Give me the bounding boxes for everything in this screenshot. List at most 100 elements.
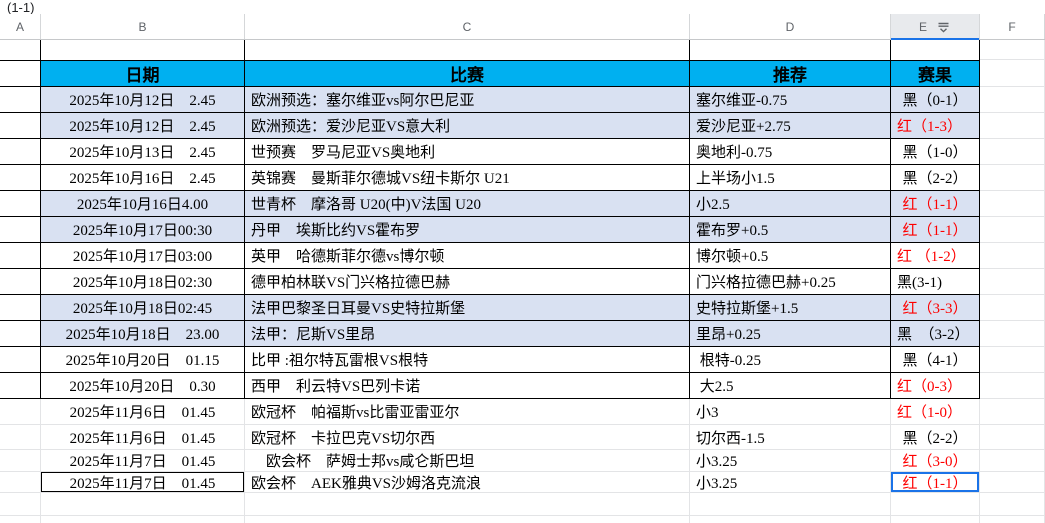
match-cell[interactable]: 欧洲预选：塞尔维亚vs阿尔巴尼亚: [245, 87, 690, 113]
spacer-cell-f[interactable]: [980, 243, 1045, 269]
table-header-result[interactable]: 赛果: [891, 60, 980, 87]
column-header-f[interactable]: F: [980, 14, 1045, 39]
spacer-cell-a[interactable]: [0, 425, 41, 450]
date-cell[interactable]: 2025年10月17日00:30: [41, 217, 245, 243]
spacer-cell-f[interactable]: [980, 60, 1045, 87]
tip-cell[interactable]: 切尔西-1.5: [690, 425, 891, 450]
spacer-cell-a[interactable]: [0, 269, 41, 295]
table-header-match[interactable]: 比赛: [245, 60, 690, 87]
empty-cell[interactable]: [0, 516, 41, 523]
date-cell[interactable]: 2025年11月7日 01.45: [41, 450, 245, 472]
empty-cell[interactable]: [690, 40, 891, 60]
spacer-cell-a[interactable]: [0, 113, 41, 139]
spacer-cell-f[interactable]: [980, 165, 1045, 191]
spacer-cell-f[interactable]: [980, 269, 1045, 295]
match-cell[interactable]: 英锦赛 曼斯菲尔德城VS纽卡斯尔 U21: [245, 165, 690, 191]
table-header-tip[interactable]: 推荐: [690, 60, 891, 87]
empty-cell[interactable]: [245, 40, 690, 60]
date-cell[interactable]: 2025年10月16日 2.45: [41, 165, 245, 191]
empty-cell[interactable]: [41, 40, 245, 60]
match-cell[interactable]: 丹甲 埃斯比约VS霍布罗: [245, 217, 690, 243]
result-cell[interactable]: 黑（0-1）: [891, 87, 980, 113]
empty-cell[interactable]: [0, 40, 41, 60]
date-cell[interactable]: 2025年11月6日 01.45: [41, 425, 245, 450]
empty-cell[interactable]: [690, 493, 891, 516]
date-cell[interactable]: 2025年10月18日02:30: [41, 269, 245, 295]
spacer-cell-a[interactable]: [0, 60, 41, 87]
tip-cell[interactable]: 里昂+0.25: [690, 321, 891, 347]
column-header-a[interactable]: A: [0, 14, 41, 39]
spacer-cell-f[interactable]: [980, 321, 1045, 347]
result-cell[interactable]: 黑（2-2）: [891, 425, 980, 450]
empty-cell[interactable]: [980, 493, 1045, 516]
tip-cell[interactable]: 小3.25: [690, 450, 891, 472]
match-cell[interactable]: 英甲 哈德斯菲尔德vs博尔顿: [245, 243, 690, 269]
result-cell[interactable]: 红（3-3）: [891, 295, 980, 321]
match-cell[interactable]: 世预赛 罗马尼亚VS奥地利: [245, 139, 690, 165]
date-cell[interactable]: 2025年10月18日 23.00: [41, 321, 245, 347]
result-cell[interactable]: 黑（1-0）: [891, 139, 980, 165]
spacer-cell-a[interactable]: [0, 450, 41, 472]
spacer-cell-a[interactable]: [0, 165, 41, 191]
spacer-cell-a[interactable]: [0, 191, 41, 217]
result-cell[interactable]: 红（0-3）: [891, 373, 980, 399]
date-cell[interactable]: 2025年10月12日 2.45: [41, 87, 245, 113]
spacer-cell-f[interactable]: [980, 373, 1045, 399]
empty-cell[interactable]: [690, 516, 891, 523]
tip-cell[interactable]: 小3.25: [690, 472, 891, 493]
match-cell[interactable]: 欧冠杯 帕福斯vs比雷亚雷亚尔: [245, 399, 690, 425]
spacer-cell-f[interactable]: [980, 217, 1045, 243]
empty-cell[interactable]: [891, 516, 980, 523]
tip-cell[interactable]: 小3: [690, 399, 891, 425]
empty-cell[interactable]: [245, 493, 690, 516]
empty-cell[interactable]: [245, 516, 690, 523]
date-cell[interactable]: 2025年10月18日02:45: [41, 295, 245, 321]
result-cell[interactable]: 红（1-1）: [891, 217, 980, 243]
spacer-cell-f[interactable]: [980, 347, 1045, 373]
date-cell[interactable]: 2025年10月16日4.00: [41, 191, 245, 217]
spacer-cell-a[interactable]: [0, 347, 41, 373]
match-cell[interactable]: 欧洲预选：爱沙尼亚VS意大利: [245, 113, 690, 139]
tip-cell[interactable]: 塞尔维亚-0.75: [690, 87, 891, 113]
date-cell[interactable]: 2025年10月20日 01.15: [41, 347, 245, 373]
date-cell[interactable]: 2025年10月17日03:00: [41, 243, 245, 269]
spacer-cell-a[interactable]: [0, 243, 41, 269]
empty-cell[interactable]: [891, 40, 980, 60]
column-header-c[interactable]: C: [245, 14, 690, 39]
spacer-cell[interactable]: [980, 40, 1045, 60]
spacer-cell-a[interactable]: [0, 139, 41, 165]
spacer-cell-a[interactable]: [0, 321, 41, 347]
spacer-cell-a[interactable]: [0, 295, 41, 321]
empty-cell[interactable]: [0, 493, 41, 516]
result-cell[interactable]: 黑（4-1）: [891, 347, 980, 373]
spacer-cell-f[interactable]: [980, 295, 1045, 321]
result-cell[interactable]: 红（1-3）: [891, 113, 980, 139]
result-cell[interactable]: 黑 （3-2）: [891, 321, 980, 347]
spacer-cell-a[interactable]: [0, 87, 41, 113]
column-dropdown-icon[interactable]: [936, 20, 951, 34]
column-header-b[interactable]: B: [41, 14, 245, 39]
spacer-cell-a[interactable]: [0, 472, 41, 493]
tip-cell[interactable]: 上半场小1.5: [690, 165, 891, 191]
spacer-cell-a[interactable]: [0, 217, 41, 243]
tip-cell[interactable]: 门兴格拉德巴赫+0.25: [690, 269, 891, 295]
result-cell[interactable]: 红（1-1）: [891, 191, 980, 217]
date-cell[interactable]: 2025年10月13日 2.45: [41, 139, 245, 165]
spacer-cell-f[interactable]: [980, 472, 1045, 493]
match-cell[interactable]: 欧会杯 萨姆士邦vs咸仑斯巴坦: [245, 450, 690, 472]
date-cell[interactable]: 2025年11月6日 01.45: [41, 399, 245, 425]
match-cell[interactable]: 欧冠杯 卡拉巴克VS切尔西: [245, 425, 690, 450]
table-header-date[interactable]: 日期: [41, 60, 245, 87]
result-cell[interactable]: 红（1-0）: [891, 399, 980, 425]
spacer-cell-f[interactable]: [980, 139, 1045, 165]
match-cell[interactable]: 法甲巴黎圣日耳曼VS史特拉斯堡: [245, 295, 690, 321]
date-cell[interactable]: 2025年10月20日 0.30: [41, 373, 245, 399]
spacer-cell-f[interactable]: [980, 113, 1045, 139]
tip-cell[interactable]: 根特-0.25: [690, 347, 891, 373]
match-cell[interactable]: 法甲：尼斯VS里昂: [245, 321, 690, 347]
result-cell[interactable]: 红（3-0）: [891, 450, 980, 472]
tip-cell[interactable]: 史特拉斯堡+1.5: [690, 295, 891, 321]
empty-cell[interactable]: [891, 493, 980, 516]
result-cell[interactable]: 黑（2-2）: [891, 165, 980, 191]
empty-cell[interactable]: [980, 516, 1045, 523]
